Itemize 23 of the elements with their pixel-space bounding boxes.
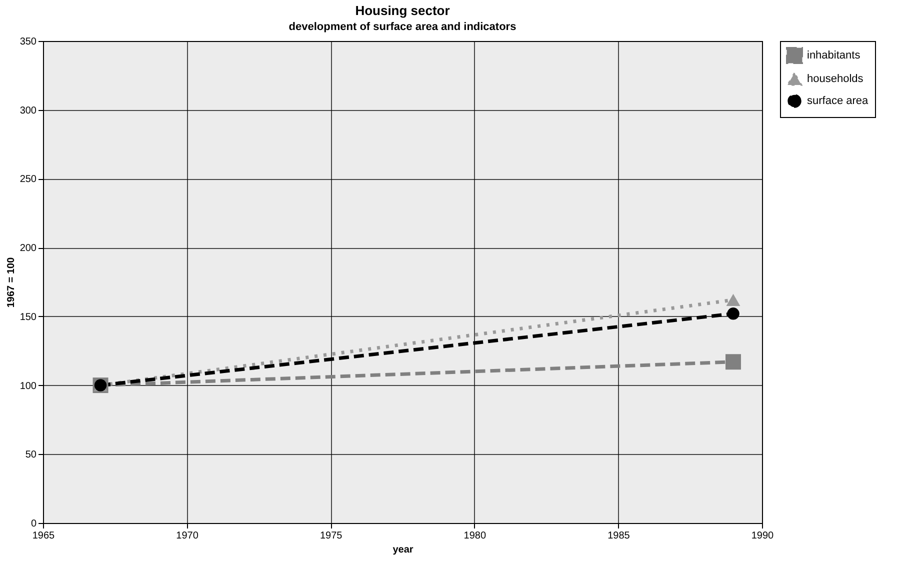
- legend-label: households: [807, 73, 864, 85]
- x-tick-label: 1985: [608, 530, 630, 542]
- y-tick-label: 300: [20, 105, 37, 116]
- y-tick-label: 100: [20, 380, 37, 392]
- y-tick-label: 200: [20, 243, 37, 254]
- y-tick-label: 150: [20, 312, 37, 323]
- legend-label: surface area: [807, 95, 870, 107]
- chart-title: Housing sector: [355, 3, 450, 18]
- point: [725, 354, 741, 370]
- point: [727, 308, 740, 320]
- y-tick-label: 350: [20, 36, 37, 48]
- x-tick-label: 1975: [320, 530, 343, 542]
- y-tick-label: 50: [25, 450, 37, 461]
- x-axis-title: year: [392, 544, 414, 556]
- y-tick-label: 0: [30, 518, 37, 530]
- legend-label: inhabitants: [807, 50, 861, 62]
- x-tick-label: 1965: [32, 530, 56, 542]
- x-tick-label: 1990: [751, 530, 774, 542]
- x-tick-label: 1970: [176, 530, 199, 542]
- x-tick-label: 1980: [464, 530, 486, 542]
- chart-subtitle: development of surface area and indicators: [288, 21, 516, 33]
- y-axis-title: 1967 = 100: [6, 256, 17, 308]
- y-tick-label: 250: [20, 174, 37, 186]
